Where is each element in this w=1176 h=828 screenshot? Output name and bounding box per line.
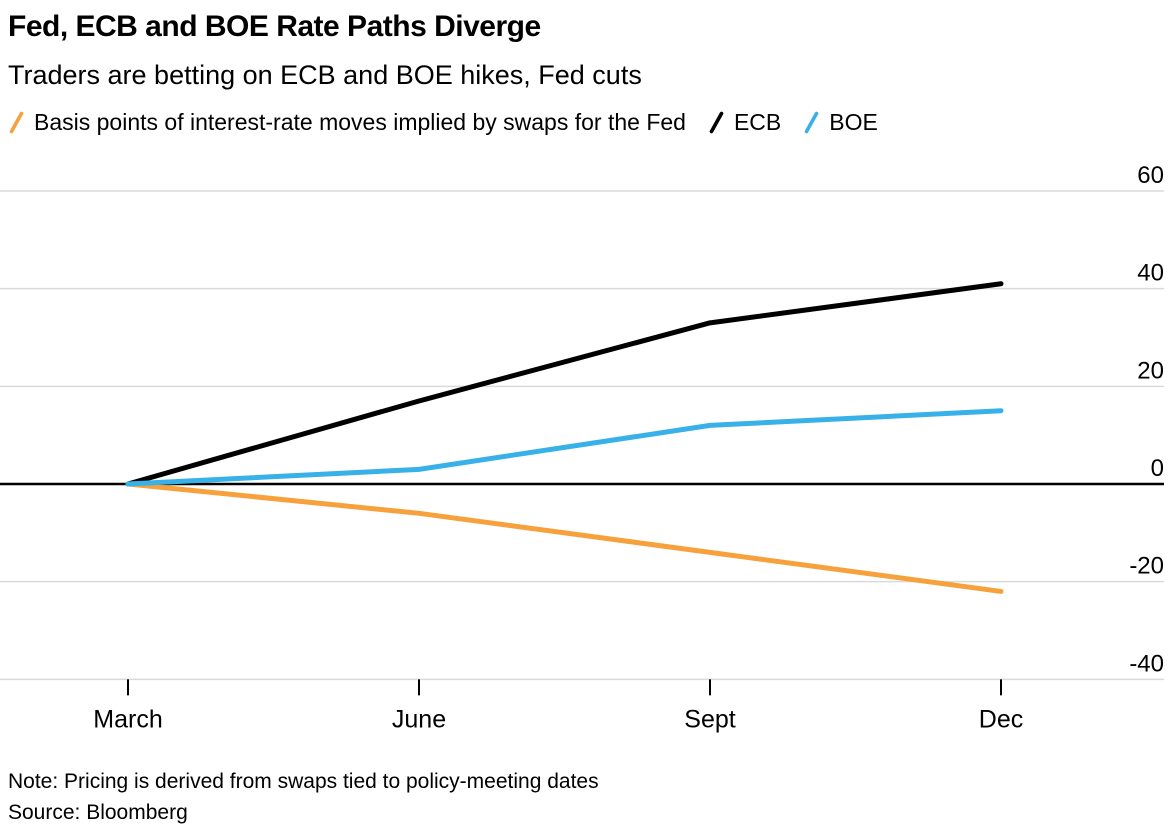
source-text: Source: Bloomberg	[8, 801, 188, 824]
series-line-fed	[125, 481, 1004, 594]
page-title: Fed, ECB and BOE Rate Paths Diverge	[8, 10, 541, 43]
legend-item-ecb: ECB	[708, 109, 781, 136]
chart-subtitle: Traders are betting on ECB and BOE hikes…	[8, 59, 642, 90]
y-tick-label: -40	[1129, 650, 1164, 677]
chart-area: 60 40 20 0 -20 -40 March June Sept Dec	[0, 150, 1176, 740]
legend-item-boe: BOE	[803, 109, 878, 136]
chart-header: Fed, ECB and BOE Rate Paths Diverge Trad…	[0, 0, 1176, 136]
y-tick-label: 40	[1137, 260, 1164, 287]
boe-line-swatch-icon	[804, 111, 819, 134]
series-line-boe	[125, 408, 1004, 487]
chart-footer: Note: Pricing is derived from swaps tied…	[8, 766, 599, 828]
legend-label-boe: BOE	[829, 108, 878, 135]
y-tick-label: 0	[1151, 455, 1164, 482]
series-line-ecb	[125, 281, 1004, 487]
note-text: Note: Pricing is derived from swaps tied…	[8, 770, 599, 793]
y-tick-label: 20	[1137, 357, 1164, 384]
y-tick-label: -20	[1129, 553, 1164, 580]
x-tick-label: Dec	[979, 705, 1023, 733]
x-tick-label: Sept	[684, 705, 735, 733]
legend-label-fed: Basis points of interest-rate moves impl…	[34, 108, 686, 135]
y-tick-label: 60	[1137, 162, 1164, 189]
legend-label-ecb: ECB	[733, 108, 782, 135]
legend-item-fed: Basis points of interest-rate moves impl…	[8, 109, 686, 136]
ecb-line-swatch-icon	[709, 111, 724, 134]
chart-legend: Basis points of interest-rate moves impl…	[8, 109, 1168, 136]
x-tick-label: June	[392, 705, 446, 733]
x-tick-label: March	[93, 705, 162, 733]
fed-line-swatch-icon	[9, 111, 24, 134]
chart-canvas: 60 40 20 0 -20 -40 March June Sept Dec	[0, 162, 1164, 733]
